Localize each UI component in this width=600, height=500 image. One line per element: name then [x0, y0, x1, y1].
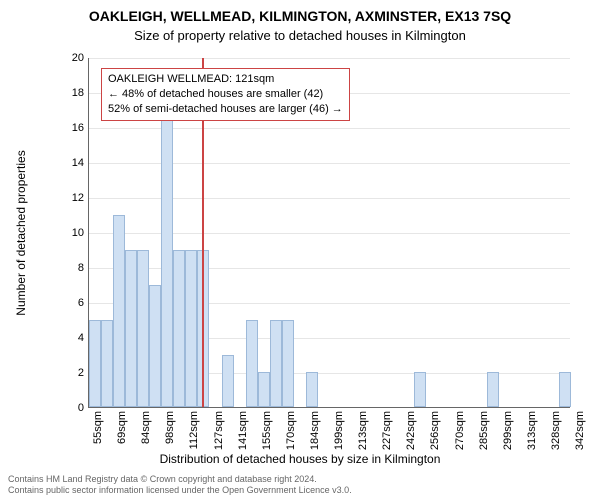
x-tick: 256sqm [429, 411, 441, 450]
x-tick: 155sqm [261, 411, 273, 450]
y-tick: 10 [54, 227, 84, 239]
x-tick: 170sqm [285, 411, 297, 450]
x-tick: 328sqm [550, 411, 562, 450]
histogram-bar [101, 320, 113, 408]
x-tick: 127sqm [213, 411, 225, 450]
x-tick: 299sqm [502, 411, 514, 450]
x-tick: 98sqm [164, 411, 176, 444]
histogram-bar [559, 372, 571, 407]
y-tick: 6 [54, 297, 84, 309]
callout-line-1: OAKLEIGH WELLMEAD: 121sqm [108, 72, 343, 87]
x-tick: 270sqm [454, 411, 466, 450]
y-tick: 4 [54, 332, 84, 344]
x-tick: 184sqm [309, 411, 321, 450]
histogram-bar [258, 372, 270, 407]
x-tick: 313sqm [526, 411, 538, 450]
plot-region: OAKLEIGH WELLMEAD: 121sqm ← 48% of detac… [88, 58, 570, 408]
x-tick: 112sqm [188, 411, 200, 449]
y-axis-label: Number of detached properties [14, 150, 28, 315]
x-tick: 55sqm [92, 411, 104, 444]
x-tick: 242sqm [405, 411, 417, 450]
histogram-bar [270, 320, 282, 408]
histogram-bar [173, 250, 185, 408]
footer-attribution: Contains HM Land Registry data © Crown c… [8, 474, 352, 497]
histogram-bar [89, 320, 101, 408]
y-tick: 14 [54, 157, 84, 169]
x-tick: 213sqm [357, 411, 369, 450]
plot-area: 02468101214161820 Number of detached pro… [54, 58, 570, 408]
x-axis-label: Distribution of detached houses by size … [0, 452, 600, 466]
x-tick: 199sqm [333, 411, 345, 450]
y-tick: 2 [54, 367, 84, 379]
callout-line-3: 52% of semi-detached houses are larger (… [108, 102, 343, 117]
y-tick: 12 [54, 192, 84, 204]
histogram-bar [246, 320, 258, 408]
x-tick: 285sqm [478, 411, 490, 450]
histogram-bar [414, 372, 426, 407]
chart-title-main: OAKLEIGH, WELLMEAD, KILMINGTON, AXMINSTE… [0, 0, 600, 24]
footer-line-1: Contains HM Land Registry data © Crown c… [8, 474, 352, 485]
x-tick: 141sqm [237, 411, 249, 450]
histogram-bar [222, 355, 234, 408]
y-tick: 18 [54, 87, 84, 99]
histogram-bar [306, 372, 318, 407]
x-tick: 227sqm [381, 411, 393, 450]
y-tick: 0 [54, 402, 84, 414]
x-tick: 69sqm [116, 411, 128, 444]
histogram-bar [161, 92, 173, 407]
callout-box: OAKLEIGH WELLMEAD: 121sqm ← 48% of detac… [101, 68, 350, 121]
histogram-bar [282, 320, 294, 408]
callout-line-2: ← 48% of detached houses are smaller (42… [108, 87, 343, 102]
x-tick: 342sqm [574, 411, 586, 450]
histogram-bar [137, 250, 149, 408]
footer-line-2: Contains public sector information licen… [8, 485, 352, 496]
chart-title-sub: Size of property relative to detached ho… [0, 24, 600, 43]
histogram-bar [149, 285, 161, 408]
x-tick: 84sqm [140, 411, 152, 444]
y-axis: 02468101214161820 [54, 58, 84, 408]
y-tick: 20 [54, 52, 84, 64]
histogram-bar [113, 215, 125, 408]
histogram-bar [125, 250, 137, 408]
histogram-bar [487, 372, 499, 407]
y-tick: 16 [54, 122, 84, 134]
y-tick: 8 [54, 262, 84, 274]
histogram-bar [185, 250, 197, 408]
